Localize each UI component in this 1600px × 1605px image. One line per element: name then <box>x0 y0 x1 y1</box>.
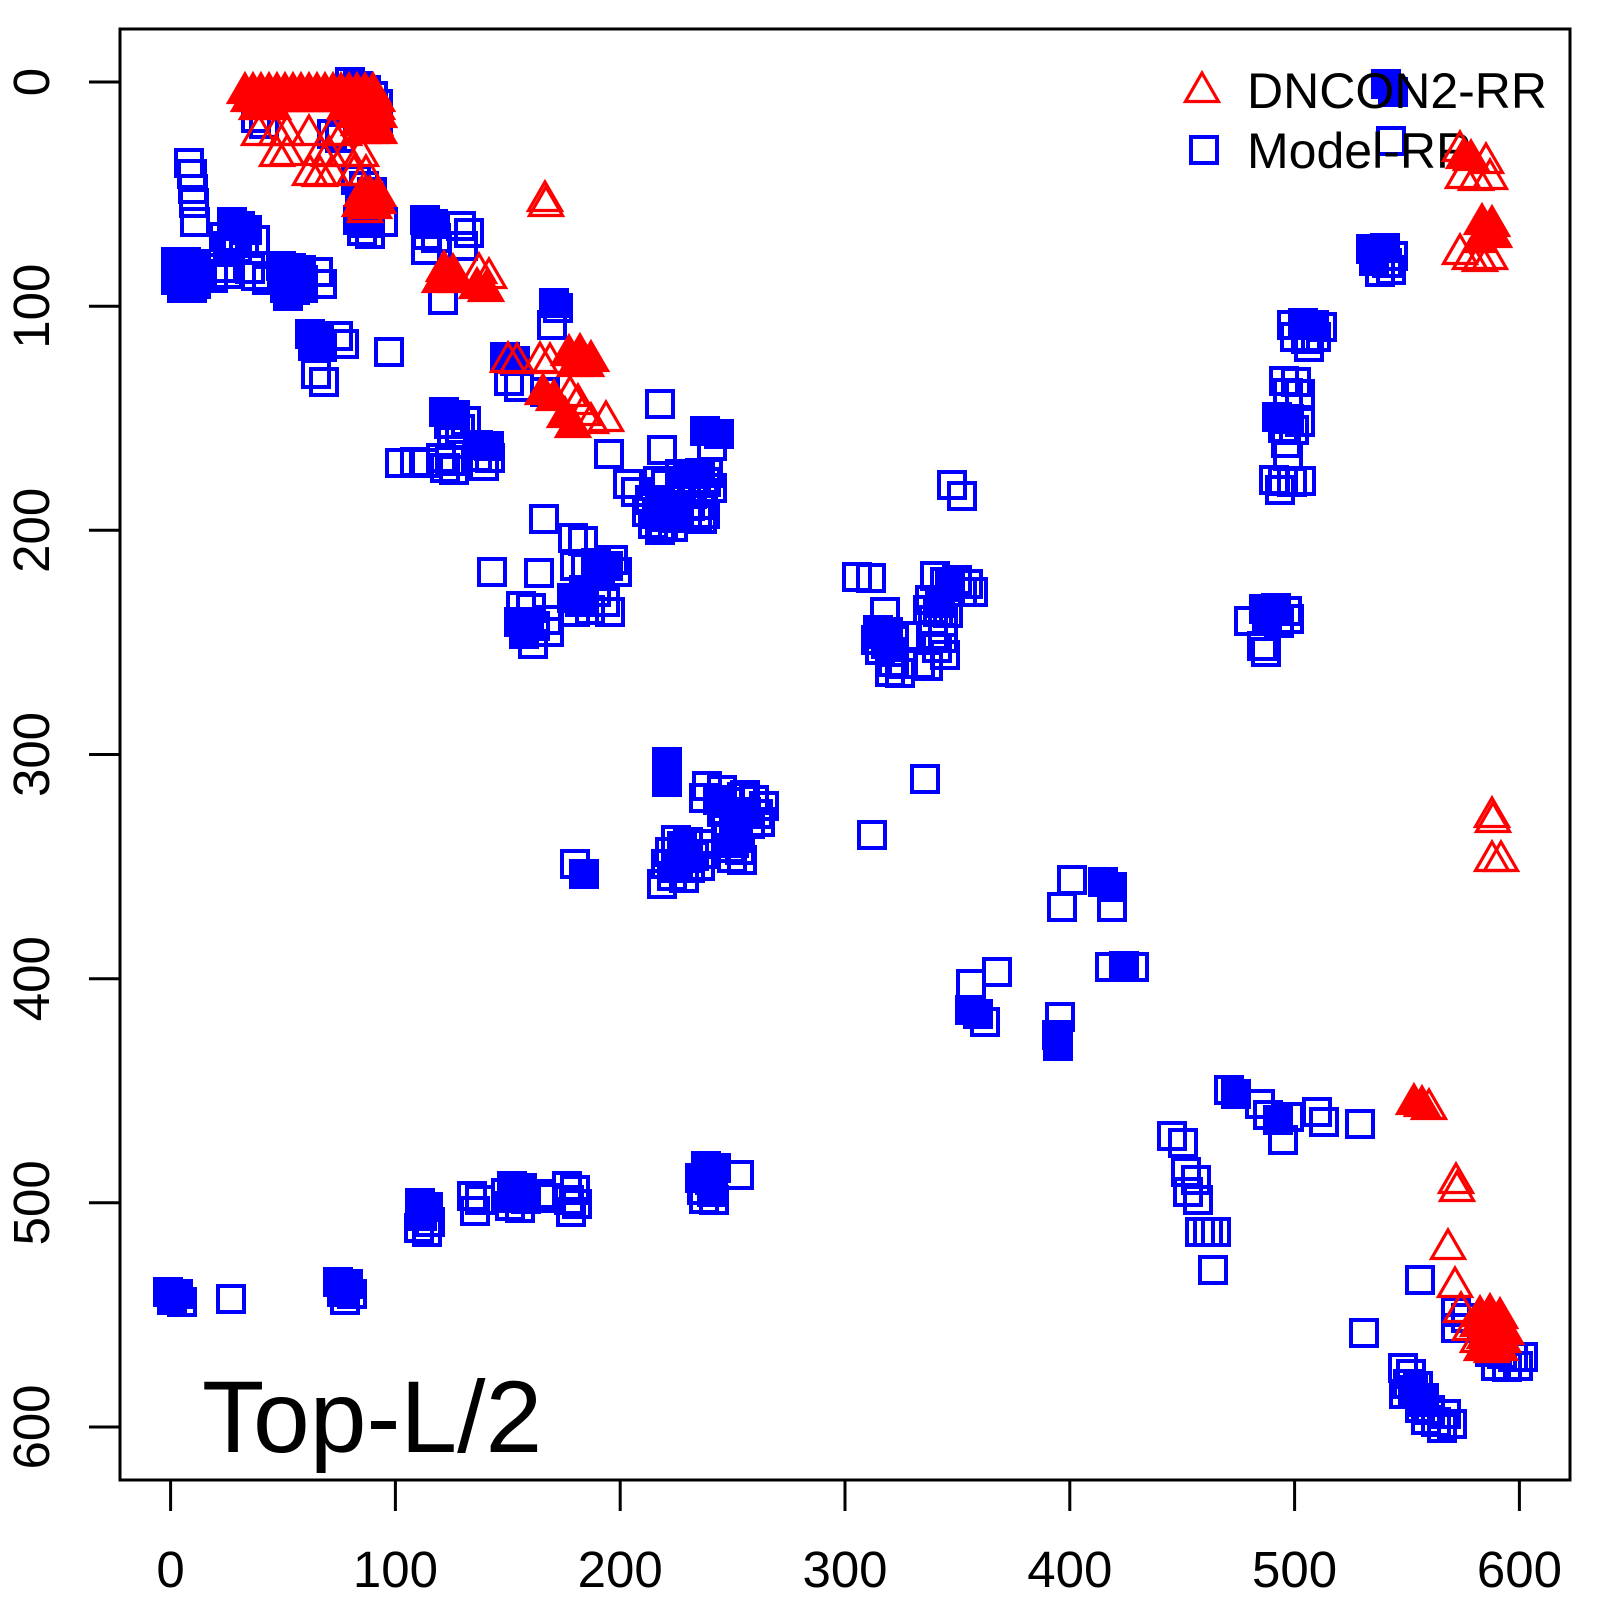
svg-text:100: 100 <box>3 264 60 349</box>
svg-text:300: 300 <box>3 712 60 797</box>
svg-text:DNCON2-RR: DNCON2-RR <box>1247 63 1547 119</box>
svg-text:0: 0 <box>156 1541 184 1598</box>
svg-text:500: 500 <box>3 1160 60 1245</box>
svg-text:400: 400 <box>3 936 60 1021</box>
svg-text:400: 400 <box>1027 1541 1112 1598</box>
svg-text:600: 600 <box>1477 1541 1562 1598</box>
svg-text:300: 300 <box>802 1541 887 1598</box>
svg-text:600: 600 <box>3 1384 60 1469</box>
svg-text:200: 200 <box>578 1541 663 1598</box>
svg-text:Top-L/2: Top-L/2 <box>202 1360 542 1474</box>
svg-text:0: 0 <box>3 68 60 96</box>
svg-text:100: 100 <box>353 1541 438 1598</box>
svg-text:500: 500 <box>1252 1541 1337 1598</box>
svg-text:Model-RR: Model-RR <box>1247 123 1472 179</box>
svg-text:200: 200 <box>3 488 60 573</box>
